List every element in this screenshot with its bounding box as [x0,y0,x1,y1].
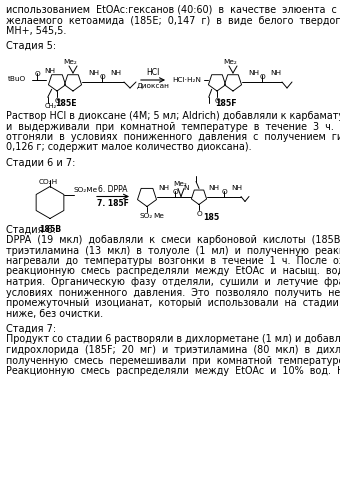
Text: 185E: 185E [55,99,77,108]
Text: натрия.  Органическую  фазу  отделяли,  сушили  и  летучие  фракции  отгоняли  в: натрия. Органическую фазу отделяли, суши… [6,277,340,287]
Text: DPPA  (19  мкл)  добавляли  к  смеси  карбоновой  кислоты  (185B;  20  мг)  и: DPPA (19 мкл) добавляли к смеси карбонов… [6,235,340,245]
Text: промежуточный  изоцианат,  который  использовали  на  стадии  7,  описанной: промежуточный изоцианат, который использ… [6,298,340,308]
Text: Me₂: Me₂ [63,59,77,65]
Text: O: O [100,74,106,80]
Text: Стадия 6:: Стадия 6: [6,225,56,235]
Text: 185: 185 [203,213,219,222]
Text: NH: NH [231,186,242,192]
Text: NH: NH [88,70,99,76]
Text: NH: NH [208,186,219,192]
Text: 185B: 185B [39,225,61,234]
Text: 7. 185F: 7. 185F [97,200,129,209]
Text: NH: NH [158,186,169,192]
Text: Me₂: Me₂ [173,181,187,187]
Text: O: O [55,98,61,104]
Text: O: O [173,190,179,196]
Text: SO₂Me: SO₂Me [74,187,98,193]
Text: 185F: 185F [215,99,237,108]
Text: использованием  EtOAc:гексанов (40:60)  в  качестве  элюента  с  получением: использованием EtOAc:гексанов (40:60) в … [6,5,340,15]
Text: ниже, без очистки.: ниже, без очистки. [6,308,103,318]
Text: NH: NH [110,70,121,76]
Text: HCl·H₂N: HCl·H₂N [172,77,201,83]
Text: условиях  пониженного  давления.  Это  позволяло  получить  неочищенный: условиях пониженного давления. Это позво… [6,287,340,297]
Text: CH₂: CH₂ [45,103,57,109]
Text: МН+, 545,5.: МН+, 545,5. [6,26,66,36]
Text: tBuO: tBuO [8,76,26,82]
Text: CO₂H: CO₂H [38,179,57,185]
Text: Me₂: Me₂ [223,59,237,65]
Text: и  выдерживали  при  комнатной  температуре  в  течение  3  ч.  Летучие  фракции: и выдерживали при комнатной температуре … [6,121,340,132]
Text: NH: NH [270,70,281,76]
Text: 6. DPPA: 6. DPPA [98,185,128,194]
Text: полученную  смесь  перемешивали  при  комнатной  температуре  в  течение  1  ч.: полученную смесь перемешивали при комнат… [6,355,340,365]
Text: SO₂: SO₂ [139,213,152,219]
Text: O: O [222,190,228,196]
Text: триэтиламина  (13  мкл)  в  толуоле  (1  мл)  и  полученную  реакционную  смесь: триэтиламина (13 мкл) в толуоле (1 мл) и… [6,246,340,255]
Text: Стадия 7:: Стадия 7: [6,324,56,334]
Text: O: O [197,211,203,217]
Text: Реакционную  смесь  распределяли  между  EtOAc  и  10%  вод.  HCl.  Органическую: Реакционную смесь распределяли между EtO… [6,366,340,376]
Text: нагревали  до  температуры  возгонки  в  течение  1  ч.  После  охлаждения: нагревали до температуры возгонки в тече… [6,256,340,266]
Text: HCl: HCl [146,68,160,77]
Text: NH: NH [248,70,259,76]
Text: Продукт со стадии 6 растворяли в дихлорметане (1 мл) и добавляли к смеси: Продукт со стадии 6 растворяли в дихлорм… [6,334,340,344]
Text: желаемого  кетоамида  (185E;  0,147  г)  в  виде  белого  твердого  вещества.  M: желаемого кетоамида (185E; 0,147 г) в ви… [6,15,340,25]
Text: 0,126 г; содержит малое количество диоксана).: 0,126 г; содержит малое количество диокс… [6,143,252,153]
Text: O: O [260,74,266,80]
Text: реакционную  смесь  распределяли  между  EtOAc  и  насыщ.  вод.  бикарбонатом: реакционную смесь распределяли между EtO… [6,266,340,276]
Text: отгоняли  в  условиях  пониженного  давления  с  получением  гидрохлорида  (185F: отгоняли в условиях пониженного давления… [6,132,340,142]
Text: O: O [215,98,221,104]
Text: Me: Me [153,213,164,219]
Text: N: N [183,186,188,192]
Text: гидрохлорида  (185F;  20  мг)  и  триэтиламина  (80  мкл)  в  дихлорметане  (1  : гидрохлорида (185F; 20 мг) и триэтиламин… [6,345,340,355]
Text: Стадия 5:: Стадия 5: [6,40,56,50]
Text: NH: NH [44,68,55,74]
Text: Стадии 6 и 7:: Стадии 6 и 7: [6,158,75,168]
Text: Раствор HCl в диоксане (4М; 5 мл; Aldrich) добавляли к карбамату (185E; 0,14 г): Раствор HCl в диоксане (4М; 5 мл; Aldric… [6,111,340,121]
Text: Диоксан: Диоксан [137,83,169,89]
Text: O: O [35,71,41,77]
